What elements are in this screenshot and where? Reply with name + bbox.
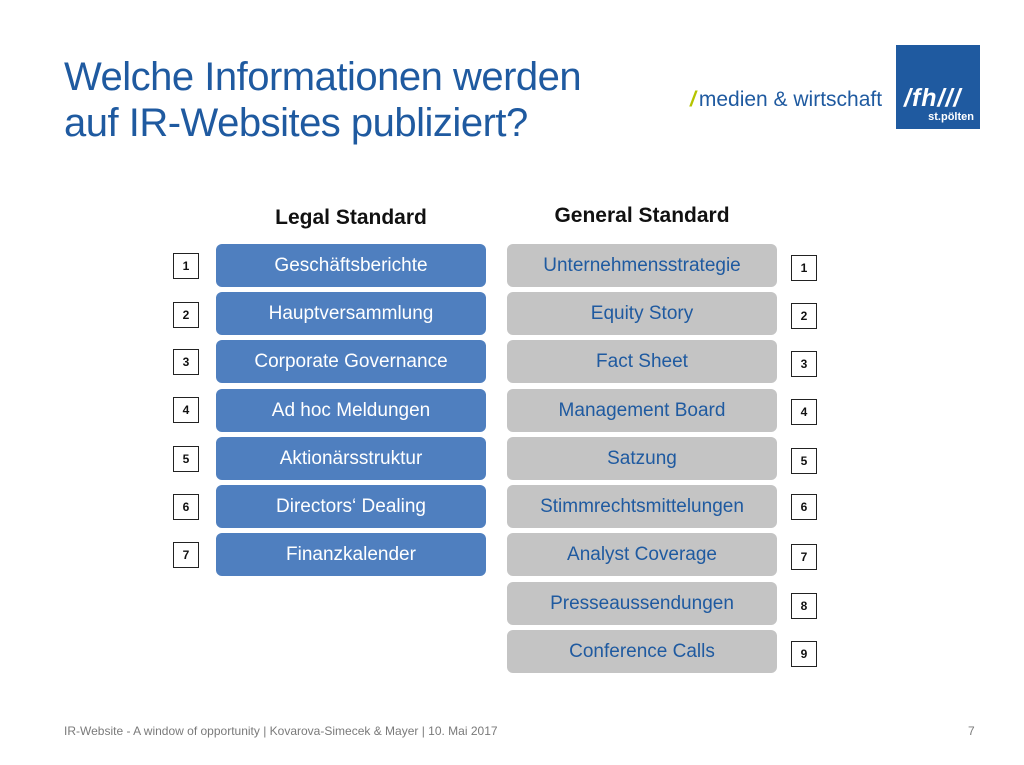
legal-item-geschaeftsberichte: Geschäftsberichte [216, 244, 486, 287]
legal-number-4: 4 [173, 397, 199, 423]
general-number-9: 9 [791, 641, 817, 667]
title-line-2: auf IR-Websites publiziert? [64, 101, 528, 145]
fh-logo: /fh/// st.pölten [896, 45, 980, 129]
brand-slash: / [690, 88, 696, 111]
logo-sub-text: st.pölten [928, 111, 974, 123]
general-item-equity-story: Equity Story [507, 292, 777, 335]
legal-item-hauptversammlung: Hauptversammlung [216, 292, 486, 335]
logo-main-text: /fh/// [904, 84, 962, 112]
legal-number-5: 5 [173, 446, 199, 472]
legal-item-finanzkalender: Finanzkalender [216, 533, 486, 576]
title-line-1: Welche Informationen werden [64, 55, 582, 99]
slide-title: Welche Informationen werden auf IR-Websi… [64, 54, 582, 146]
brand-tagline: / medien & wirtschaft [690, 88, 882, 112]
general-item-management-board: Management Board [507, 389, 777, 432]
brand-text: medien & wirtschaft [698, 88, 883, 111]
legal-number-7: 7 [173, 542, 199, 568]
footer-text: IR-Website - A window of opportunity | K… [64, 724, 498, 738]
general-number-2: 2 [791, 303, 817, 329]
legal-standard-heading: Legal Standard [275, 206, 427, 229]
general-number-3: 3 [791, 351, 817, 377]
legal-item-aktionaersstruktur: Aktionärsstruktur [216, 437, 486, 480]
legal-item-corporate-governance: Corporate Governance [216, 340, 486, 383]
general-number-4: 4 [791, 399, 817, 425]
general-number-8: 8 [791, 593, 817, 619]
general-number-5: 5 [791, 448, 817, 474]
general-item-presseaussendungen: Presseaussendungen [507, 582, 777, 625]
legal-number-6: 6 [173, 494, 199, 520]
general-item-fact-sheet: Fact Sheet [507, 340, 777, 383]
general-item-analyst-coverage: Analyst Coverage [507, 533, 777, 576]
legal-number-2: 2 [173, 302, 199, 328]
legal-item-ad-hoc-meldungen: Ad hoc Meldungen [216, 389, 486, 432]
general-number-1: 1 [791, 255, 817, 281]
general-item-conference-calls: Conference Calls [507, 630, 777, 673]
legal-number-3: 3 [173, 349, 199, 375]
general-item-stimmrechtsmittelungen: Stimmrechtsmittelungen [507, 485, 777, 528]
page-number: 7 [968, 724, 975, 738]
general-standard-heading: General Standard [554, 204, 730, 227]
general-number-6: 6 [791, 494, 817, 520]
legal-number-1: 1 [173, 253, 199, 279]
legal-item-directors-dealing: Directors‘ Dealing [216, 485, 486, 528]
general-item-satzung: Satzung [507, 437, 777, 480]
general-number-7: 7 [791, 544, 817, 570]
general-item-unternehmensstrategie: Unternehmensstrategie [507, 244, 777, 287]
